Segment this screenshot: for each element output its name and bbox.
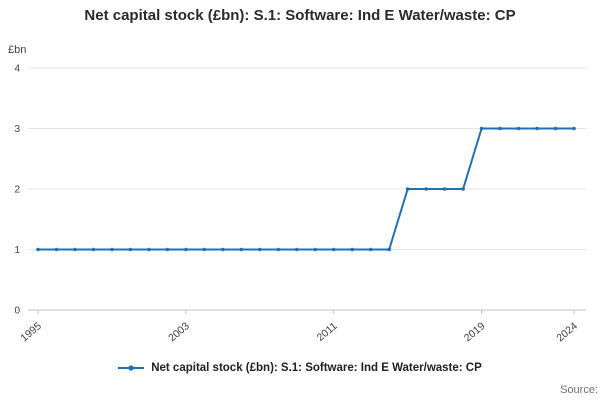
data-point-marker <box>553 126 558 131</box>
data-point-marker <box>73 247 77 252</box>
data-point-marker <box>202 247 207 252</box>
data-point-marker <box>110 247 114 252</box>
data-line <box>38 127 574 251</box>
chart-title: Net capital stock (£bn): S.1: Software: … <box>84 7 516 24</box>
data-point-marker <box>36 247 40 252</box>
data-point-marker <box>461 187 465 191</box>
data-point-marker <box>572 126 576 131</box>
data-point-marker <box>535 126 539 131</box>
data-point-marker <box>442 187 447 191</box>
x-tick-label: 1995 <box>18 320 44 344</box>
data-point-marker <box>147 247 151 252</box>
data-point-marker <box>331 247 336 252</box>
data-point-marker <box>184 247 188 252</box>
data-point-marker <box>294 247 299 252</box>
data-point-marker <box>405 187 410 191</box>
data-point-marker <box>424 187 428 191</box>
data-point-marker <box>498 126 502 131</box>
data-point-marker <box>128 247 133 252</box>
legend-label: Net capital stock (£bn): S.1: Software: … <box>151 362 482 374</box>
y-axis-unit-label: £bn <box>8 44 27 56</box>
y-tick-label: 2 <box>14 185 20 196</box>
data-point-marker <box>479 126 484 131</box>
data-point-marker <box>387 247 391 252</box>
data-point-marker <box>368 247 373 252</box>
y-tick-label: 3 <box>14 124 20 135</box>
x-tick-label: 2024 <box>554 320 580 344</box>
legend-line-icon <box>118 365 145 371</box>
x-tick-label: 2003 <box>166 320 192 344</box>
y-tick-label: 4 <box>14 64 20 75</box>
data-point-marker <box>54 247 59 252</box>
data-point-marker <box>257 247 262 252</box>
y-tick-label: 1 <box>14 245 20 256</box>
x-tick-label: 2011 <box>315 320 340 344</box>
data-point-marker <box>276 247 281 252</box>
data-point-marker <box>91 247 96 252</box>
data-point-marker <box>239 247 244 252</box>
y-tick-label: 0 <box>14 306 20 317</box>
x-tick-label: 2019 <box>462 320 488 344</box>
data-point-marker <box>165 247 170 252</box>
data-point-marker <box>313 247 318 252</box>
line-chart-svg: 0 1 2 3 4 1995 2003 2011 2019 2024 <box>14 64 586 344</box>
source-label: Source: <box>560 384 598 396</box>
data-point-marker <box>350 247 355 252</box>
data-point-marker <box>516 126 521 131</box>
data-point-marker <box>221 247 225 252</box>
legend[interactable]: Net capital stock (£bn): S.1: Software: … <box>0 362 600 374</box>
